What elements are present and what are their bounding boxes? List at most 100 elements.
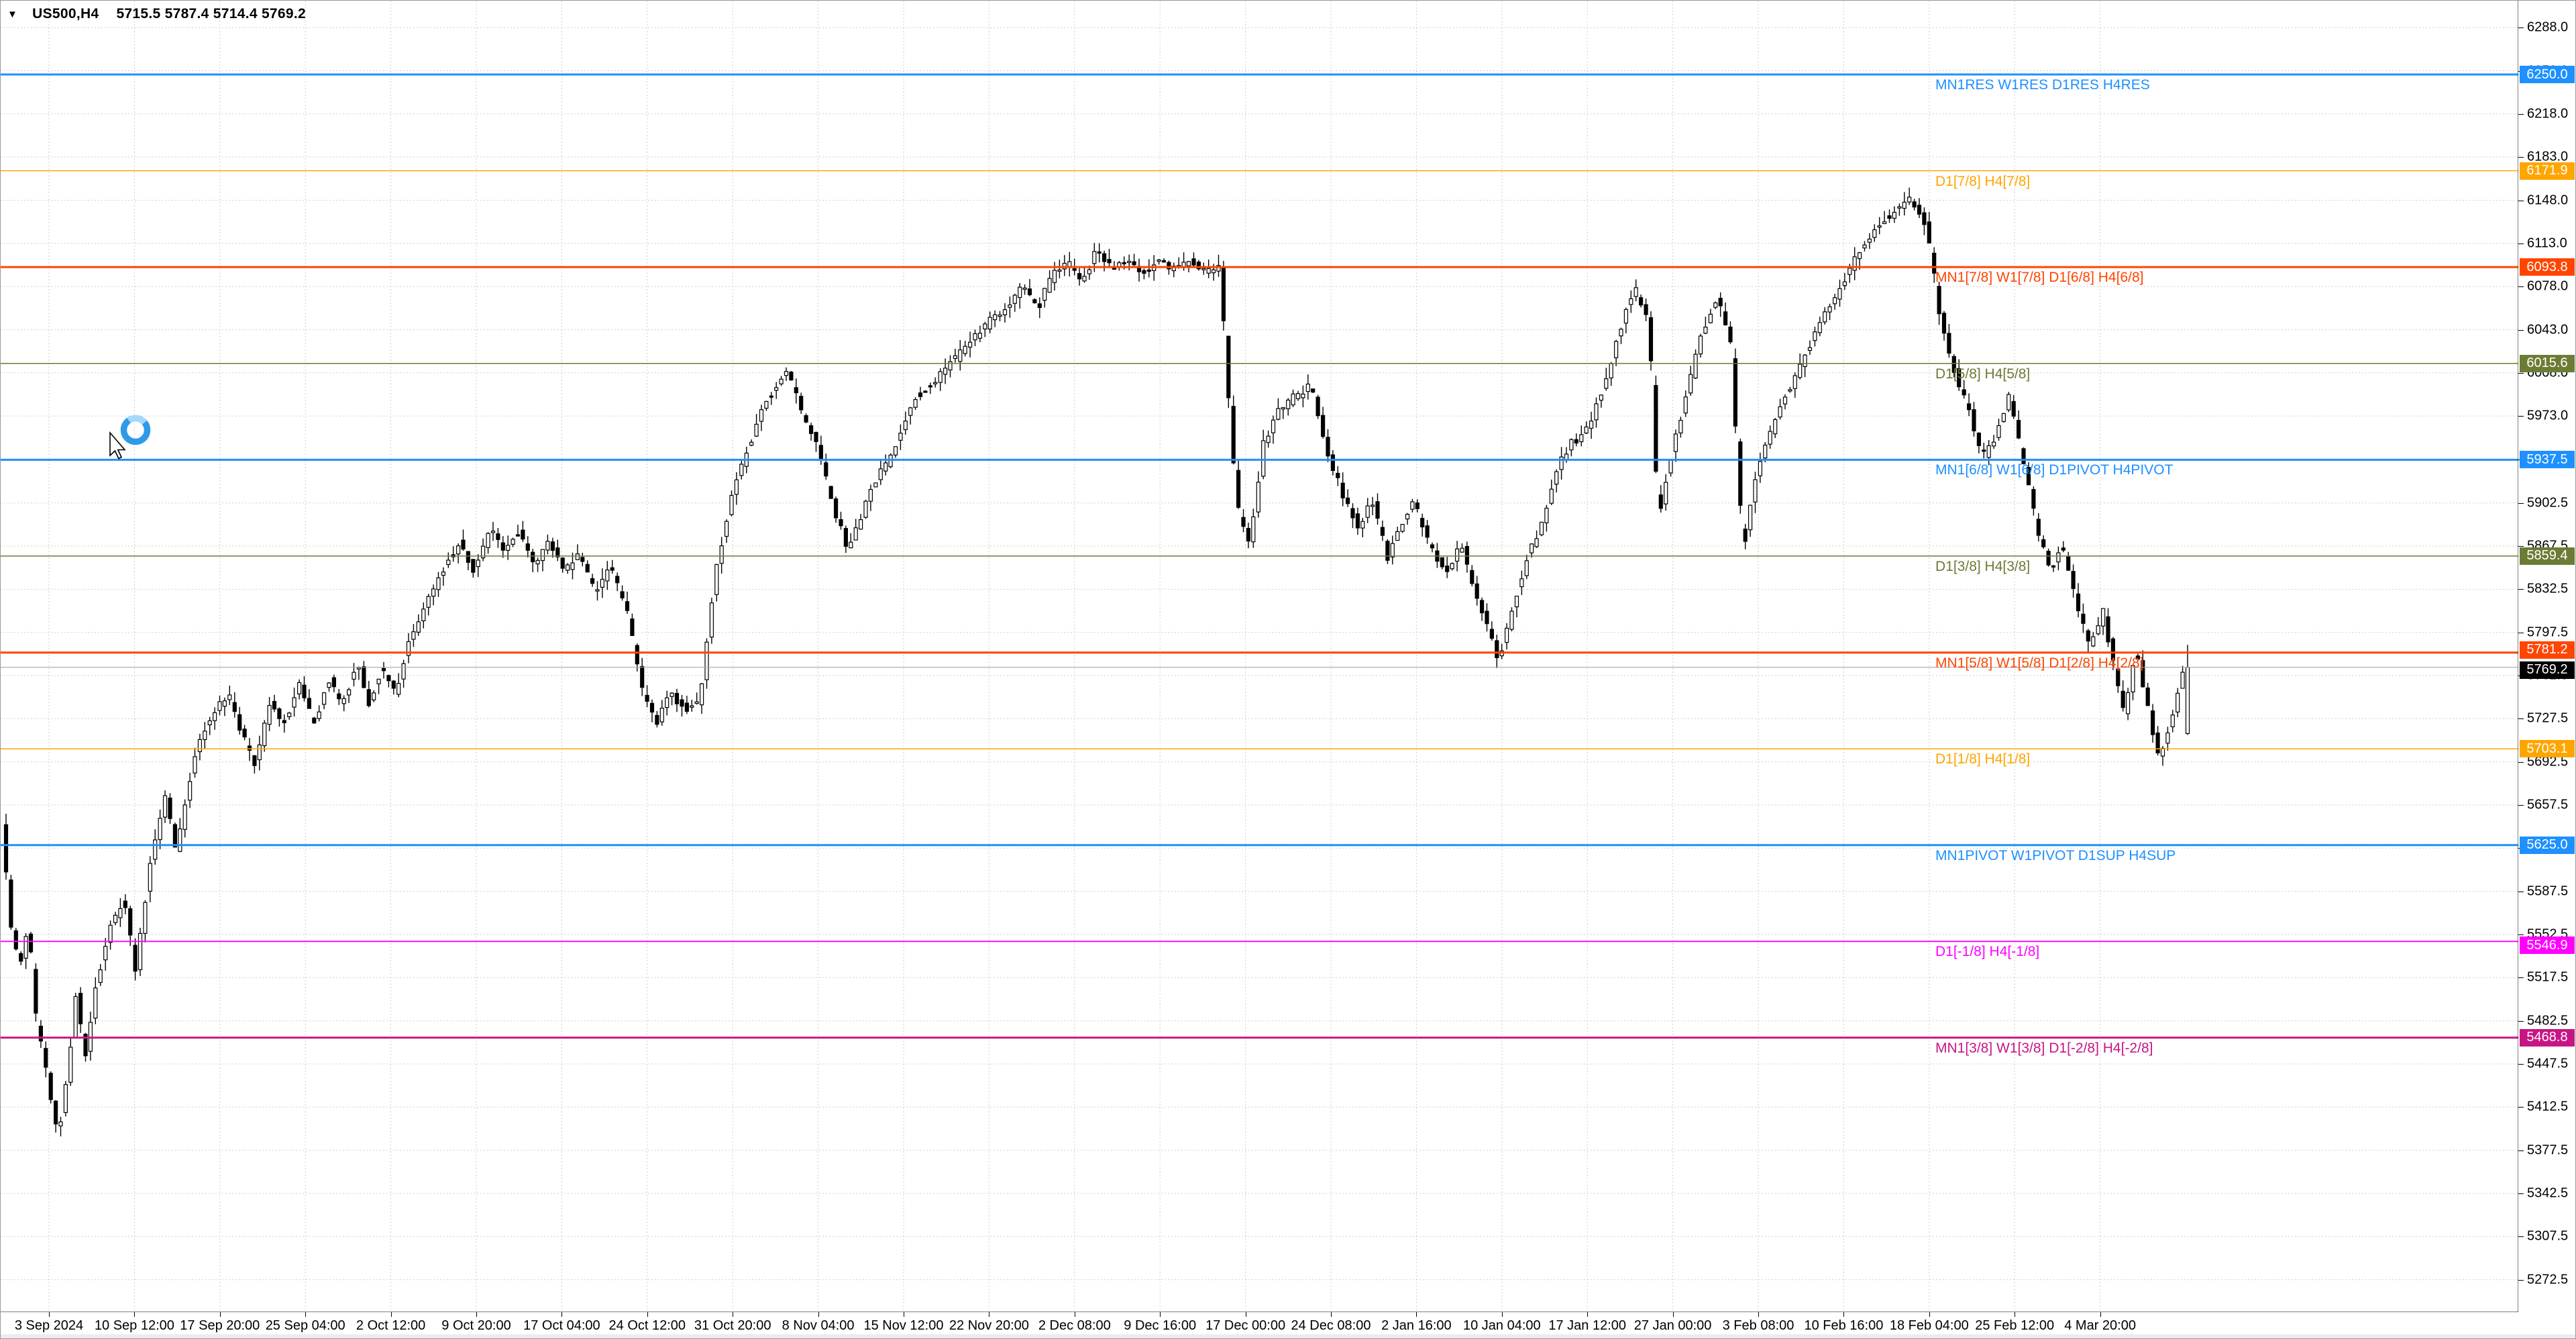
candle-body	[1474, 583, 1479, 599]
candle-body	[863, 500, 868, 518]
candle-body	[595, 589, 600, 592]
candle-body	[391, 680, 396, 689]
candle-body	[207, 720, 212, 726]
candle-body	[913, 398, 918, 408]
candle-body	[108, 924, 113, 943]
candle-body	[1778, 406, 1782, 418]
candle-body	[754, 423, 759, 437]
candle-body	[1847, 268, 1852, 275]
candle-body	[640, 665, 645, 688]
level-label: D1[-1/8] H4[-1/8]	[1935, 944, 2040, 960]
level-price-badge: 6171.9	[2520, 162, 2575, 180]
price-axis[interactable]: 6288.06253.06218.06183.06148.06113.06078…	[2518, 1, 2575, 1312]
candle-body	[178, 828, 182, 852]
candle-body	[1032, 299, 1037, 304]
price-tick-label: 5832.5	[2527, 581, 2569, 596]
candle-body	[2121, 690, 2125, 708]
time-axis[interactable]: 3 Sep 2024 10 Sep 12:00 17 Sep 20:00 25 Sep…	[1, 1312, 2575, 1338]
candle-body	[739, 464, 744, 476]
candle-body	[1584, 426, 1589, 434]
candle-body	[1842, 281, 1847, 286]
candle-body	[858, 519, 863, 530]
level-label: MN1RES W1RES D1RES H4RES	[1935, 77, 2150, 93]
candle-body	[1733, 358, 1737, 427]
candle-body	[1599, 394, 1603, 401]
price-tick-label: 5973.0	[2527, 408, 2569, 423]
candle-body	[824, 462, 828, 477]
candle-body	[1097, 251, 1102, 254]
candle-body	[555, 547, 560, 557]
candle-body	[1728, 326, 1733, 343]
candle-body	[172, 824, 177, 848]
candle-body	[1648, 317, 1654, 362]
time-tick-label: 2 Oct 12:00	[356, 1318, 426, 1333]
candle-body	[1713, 302, 1718, 308]
candle-body	[1161, 260, 1167, 263]
candle-body	[317, 711, 321, 719]
candle-body	[118, 908, 123, 918]
candle-body	[828, 486, 833, 499]
candle-body	[406, 641, 411, 656]
candle-body	[1683, 396, 1688, 414]
candle-body	[1420, 517, 1425, 528]
time-tickmark	[476, 1312, 477, 1317]
candle-body	[1251, 516, 1256, 543]
symbol-dropdown-icon[interactable]: ▼	[7, 8, 18, 20]
candle-body	[2170, 714, 2175, 728]
candle-body	[1042, 288, 1047, 301]
candle-body	[540, 549, 545, 561]
candle-body	[1440, 557, 1444, 568]
candle-body	[426, 596, 431, 608]
price-tick-label: 5272.5	[2527, 1272, 2569, 1287]
price-tick-label: 5412.5	[2527, 1099, 2569, 1114]
time-tick-label: 3 Feb 08:00	[1722, 1318, 1794, 1333]
candle-body	[789, 371, 794, 381]
candle-body	[2031, 488, 2036, 509]
candle-body	[1375, 501, 1380, 519]
candle-body	[1295, 393, 1301, 400]
candle-body	[446, 559, 451, 566]
candle-body	[83, 1034, 88, 1057]
time-tick-label: 25 Sep 04:00	[265, 1318, 345, 1333]
candle-body	[1654, 384, 1658, 472]
candle-body	[1519, 578, 1524, 588]
candle-body	[1077, 273, 1082, 280]
candle-body	[23, 936, 28, 959]
level-label: MN1[3/8] W1[3/8] D1[-2/8] H4[-2/8]	[1935, 1040, 2153, 1056]
candle-body	[1112, 267, 1117, 270]
candle-body	[58, 1121, 63, 1126]
candle-body	[252, 755, 257, 766]
candle-body	[2001, 413, 2006, 422]
price-tickmark	[2518, 805, 2524, 806]
candle-body	[610, 567, 614, 571]
candle-body	[625, 601, 630, 611]
candle-body	[1554, 471, 1559, 485]
candle-body	[808, 425, 814, 434]
candle-body	[1951, 356, 1956, 373]
candle-body	[203, 731, 207, 741]
candle-body	[1837, 288, 1842, 300]
candle-body	[600, 578, 605, 588]
candle-body	[903, 420, 908, 430]
level-label: D1[3/8] H4[3/8]	[1935, 558, 2031, 574]
candle-body	[282, 720, 286, 724]
candle-body	[779, 378, 784, 384]
candle-body	[1529, 543, 1534, 553]
candle-body	[1897, 206, 1902, 209]
candle-body	[1301, 393, 1305, 398]
candle-body	[1142, 270, 1146, 274]
price-tickmark	[2518, 416, 2524, 417]
candle-body	[898, 432, 903, 441]
candle-body	[3, 824, 9, 873]
candle-body	[1892, 211, 1896, 219]
candle-body	[381, 667, 386, 672]
price-tick-label: 5482.5	[2527, 1013, 2569, 1028]
candle-body	[143, 902, 148, 934]
candle-body	[570, 562, 575, 570]
candle-body	[1872, 229, 1877, 238]
candle-body	[1922, 212, 1927, 225]
candle-body	[615, 576, 620, 584]
candle-body	[1986, 445, 1991, 458]
candle-body	[1355, 513, 1360, 529]
